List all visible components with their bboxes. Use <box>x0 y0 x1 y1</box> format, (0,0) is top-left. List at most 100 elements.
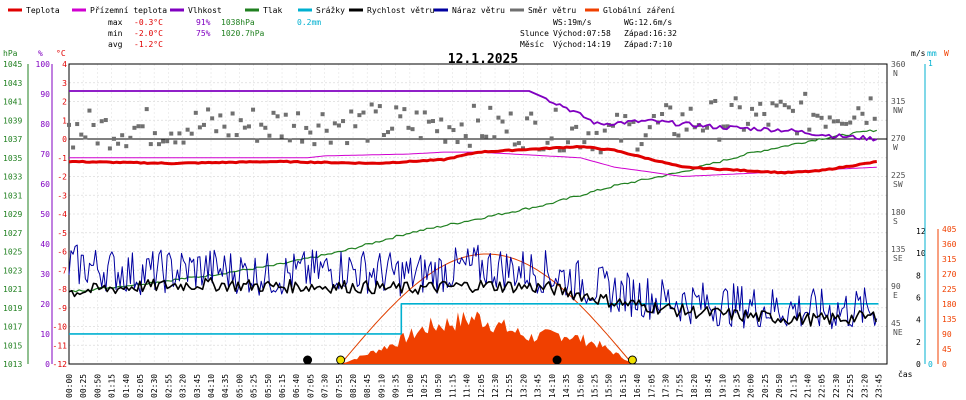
winddir-point <box>300 139 305 144</box>
winddir-point <box>381 133 386 138</box>
winddir-point <box>786 105 791 110</box>
x-tick-label: 11:40 <box>463 374 472 398</box>
winddir-point <box>206 107 211 112</box>
sun-set: Západ:16:32 <box>624 29 677 38</box>
legend-label: Teplota <box>26 6 60 15</box>
winddir-point <box>349 109 354 114</box>
winddir-point <box>271 110 276 115</box>
x-tick-label: 05:00 <box>235 374 244 398</box>
winddir-point <box>709 100 714 105</box>
legend-label: Tlak <box>263 6 282 15</box>
moonset-marker <box>303 355 313 365</box>
winddir-point <box>602 128 607 133</box>
x-tick-label: 15:25 <box>590 374 599 398</box>
x-tick-label: 13:20 <box>519 374 528 398</box>
winddir-point <box>357 113 362 118</box>
sunrise-marker <box>336 355 346 365</box>
winddir-tick: 270 <box>891 134 906 143</box>
winddir-point <box>136 124 141 129</box>
winddir-point <box>324 128 329 133</box>
winddir-point <box>705 125 710 130</box>
winddir-point <box>394 105 399 110</box>
unit-mm: mm <box>927 49 937 58</box>
legend-label: Globální záření <box>603 6 675 15</box>
winddir-point <box>87 108 92 113</box>
winddir-point <box>463 134 468 139</box>
winddir-label: NW <box>893 106 903 115</box>
winddir-point <box>279 134 284 139</box>
winddir-point <box>345 141 350 146</box>
winddir-point <box>721 124 726 129</box>
winddir-point <box>275 114 280 119</box>
x-tick-label: 18:20 <box>690 374 699 398</box>
winddir-tick: 180 <box>891 208 906 217</box>
unit-hpa: hPa <box>3 49 18 58</box>
winddir-point <box>218 113 223 118</box>
x-tick-label: 14:10 <box>548 374 557 398</box>
winddir-point <box>733 96 738 101</box>
winddir-label: E <box>893 291 898 300</box>
winddir-point <box>688 106 693 111</box>
x-tick-label: 17:30 <box>661 374 670 398</box>
radiation-tick: 0 <box>942 360 947 369</box>
winddir-point <box>635 147 640 152</box>
winddir-point <box>750 106 755 111</box>
winddir-point <box>83 135 88 140</box>
x-tick-label: 16:15 <box>619 374 628 398</box>
winddir-point <box>496 115 501 120</box>
winddir-point <box>476 118 480 123</box>
winddir-label: NE <box>893 328 903 337</box>
winddir-point <box>664 103 669 108</box>
winddir-point <box>148 142 153 147</box>
winddir-point <box>500 119 505 124</box>
pressure-tick: 1019 <box>3 304 22 313</box>
sun-moon-block: WS:19m/s WG:12.6m/s Slunce Východ:07:58 … <box>520 18 677 49</box>
winddir-point <box>864 120 869 125</box>
x-tick-label: 02:30 <box>150 374 159 398</box>
winddir-point <box>643 133 648 138</box>
winddir-point <box>185 127 190 132</box>
temperature-line <box>68 145 877 175</box>
winddir-point <box>594 130 599 135</box>
winddir-point <box>283 112 288 117</box>
pressure-tick: 1037 <box>3 135 22 144</box>
winddir-tick: 45 <box>891 319 901 328</box>
temp-tick: -3 <box>57 191 67 200</box>
winddir-point <box>410 127 415 132</box>
winddir-point <box>414 110 419 115</box>
x-tick-label: 10:50 <box>434 374 443 398</box>
stats-block: max -0.3°C 91% 1038hPa 0.2mm min -2.0°C … <box>108 18 321 49</box>
winddir-point <box>504 129 509 134</box>
winddir-label: N <box>893 69 898 78</box>
winddir-label: SW <box>893 180 903 189</box>
winddir-point <box>422 110 427 115</box>
winddir-point <box>811 112 816 117</box>
x-tick-label: 05:25 <box>250 374 259 398</box>
x-tick-label: 12:30 <box>491 374 500 398</box>
winddir-point <box>242 125 247 130</box>
x-tick-label: 02:05 <box>136 374 145 398</box>
radiation-tick: 225 <box>942 285 957 294</box>
x-tick-label: 20:00 <box>747 374 756 398</box>
winddir-point <box>439 117 444 122</box>
temp-tick: -9 <box>57 304 67 313</box>
winddir-point <box>328 140 333 145</box>
pressure-tick: 1039 <box>3 116 22 125</box>
winddir-point <box>754 112 759 117</box>
x-tick-label: 09:10 <box>377 374 386 398</box>
legend: Teplota Přízemní teplota Vlhkost Tlak Srážky… <box>8 6 675 15</box>
x-tick-label: 13:45 <box>534 374 543 398</box>
x-tick-label: 08:45 <box>363 374 372 398</box>
winddir-point <box>246 124 251 129</box>
stats-avg-label: avg <box>108 40 123 49</box>
winddir-point <box>549 136 554 141</box>
winddir-point <box>856 106 861 111</box>
x-tick-label: 11:15 <box>448 374 457 398</box>
winddir-point <box>193 110 198 115</box>
winddir-point <box>582 140 587 145</box>
x-tick-label: 07:55 <box>335 374 344 398</box>
temp-tick: 0 <box>62 135 67 144</box>
winddir-point <box>525 116 530 121</box>
winddir-point <box>598 150 603 155</box>
